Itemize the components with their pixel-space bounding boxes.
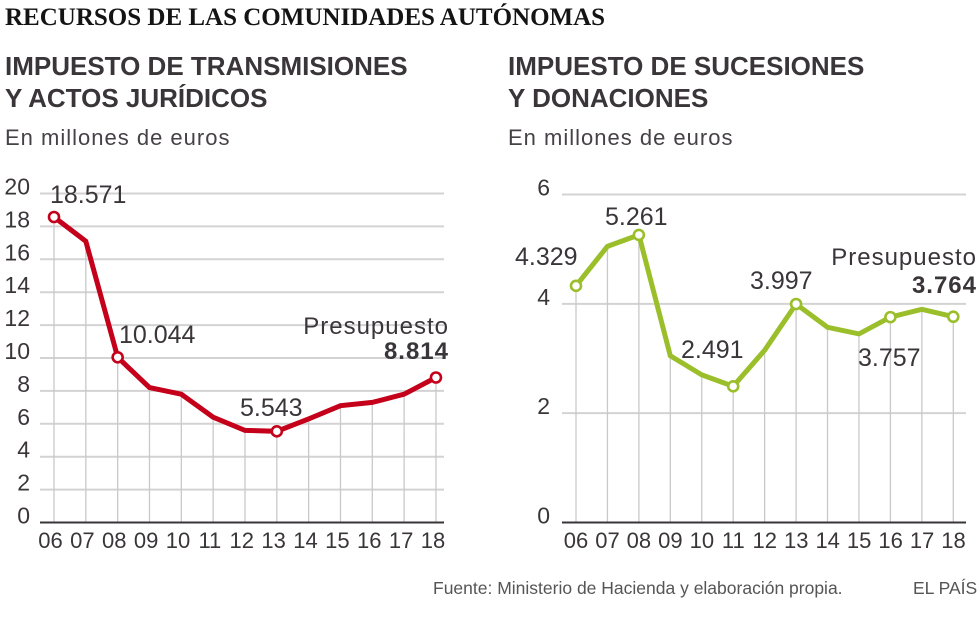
x-tick-label: 12	[230, 528, 254, 553]
x-tick-label: 07	[595, 528, 619, 553]
chart-title-sucesiones: IMPUESTO DE SUCESIONES Y DONACIONES	[508, 50, 864, 114]
data-labels: 4.329 5.261 2.491 3.997 3.757 Presupuest…	[515, 203, 977, 372]
markers	[47, 210, 443, 438]
y-tick-label: 12	[4, 305, 30, 331]
y-tick-label: 2	[537, 393, 550, 419]
data-point-marker	[946, 310, 960, 324]
chart-subtitle-units: En millones de euros	[5, 125, 231, 150]
markers	[569, 228, 960, 393]
x-tick-label: 18	[421, 528, 445, 553]
x-tick-label: 14	[815, 528, 839, 553]
x-tick-label: 17	[910, 528, 934, 553]
y-tick-label: 20	[4, 174, 30, 200]
axes: 0 2 4 6 8 10 12 14 16 18 20 06 07 08 09 10 11 12 13 14 15 16 1…	[4, 174, 445, 554]
data-point-marker	[632, 228, 646, 242]
data-label: 5.261	[605, 203, 668, 231]
y-tick-label: 4	[17, 437, 30, 463]
data-label: 3.757	[858, 344, 921, 372]
x-tick-label: 16	[878, 528, 902, 553]
budget-value-label: 3.764	[912, 272, 977, 299]
data-point-marker	[111, 350, 124, 364]
axes: 0 2 4 6 06 07 08 09 10 11 12 13 14 15 16 17 18	[537, 175, 966, 553]
data-label: 3.997	[750, 267, 813, 295]
drop-lines	[575, 234, 954, 523]
data-labels: 18.571 10.044 5.543 Presupuesto 8.814	[50, 181, 449, 422]
data-point-marker	[726, 380, 740, 393]
budget-label: Presupuesto	[831, 244, 977, 271]
x-tick-label: 07	[70, 528, 94, 553]
x-tick-label: 10	[690, 528, 714, 553]
y-tick-label: 10	[4, 338, 30, 364]
y-tick-label: 8	[17, 371, 30, 397]
y-tick-label: 16	[4, 239, 30, 265]
x-tick-label: 15	[325, 528, 349, 553]
chart-title-line: Y DONACIONES	[508, 83, 709, 113]
data-label: 10.044	[119, 321, 196, 349]
data-label: 18.571	[50, 181, 126, 209]
y-tick-label: 6	[17, 404, 30, 430]
data-point-marker	[884, 310, 897, 324]
chart-title-line: Y ACTOS JURÍDICOS	[5, 83, 268, 113]
budget-value-label: 8.814	[384, 338, 449, 365]
y-tick-label: 4	[537, 284, 550, 310]
x-tick-label: 09	[658, 528, 682, 553]
line-chart-transmisiones: 0 2 4 6 8 10 12 14 16 18 20 06 07 08 09 10 11 12 13 14 15 16 1…	[4, 174, 449, 554]
x-tick-label: 16	[357, 528, 381, 553]
x-tick-label: 14	[293, 528, 317, 553]
main-title: RECURSOS DE LAS COMUNIDADES AUTÓNOMAS	[5, 4, 606, 31]
data-label: 4.329	[515, 243, 578, 271]
source-note: Fuente: Ministerio de Hacienda y elabora…	[433, 578, 843, 598]
y-tick-label: 18	[4, 206, 30, 232]
chart-title-transmisiones: IMPUESTO DE TRANSMISIONES Y ACTOS JURÍDI…	[5, 50, 408, 114]
x-tick-label: 10	[166, 528, 190, 553]
data-point-marker	[789, 297, 803, 311]
budget-label: Presupuesto	[303, 313, 449, 340]
y-tick-label: 0	[537, 503, 550, 529]
x-tick-label: 11	[198, 528, 221, 553]
chart-subtitle-units: En millones de euros	[508, 125, 734, 150]
x-tick-label: 13	[784, 528, 808, 553]
chart-title-line: IMPUESTO DE SUCESIONES	[508, 51, 865, 81]
x-tick-label: 06	[38, 528, 62, 553]
y-tick-label: 6	[537, 175, 550, 201]
x-tick-label: 08	[627, 528, 651, 553]
x-tick-label: 15	[847, 528, 871, 553]
x-tick-label: 13	[261, 528, 285, 553]
data-point-marker	[270, 425, 284, 438]
drop-lines	[53, 217, 437, 523]
data-point-marker	[47, 210, 61, 224]
line-chart-sucesiones: 0 2 4 6 06 07 08 09 10 11 12 13 14 15 16 17 18 4.329 5.2…	[515, 175, 977, 554]
x-tick-label: 17	[389, 528, 413, 553]
brand-logo-text: EL PAÍS	[913, 578, 978, 598]
x-tick-label: 11	[722, 528, 745, 553]
x-tick-label: 08	[102, 528, 126, 553]
chart-title-line: IMPUESTO DE TRANSMISIONES	[5, 51, 408, 81]
x-tick-label: 12	[753, 528, 777, 553]
data-label: 5.543	[240, 394, 303, 422]
y-tick-label: 2	[17, 470, 30, 496]
data-label: 2.491	[681, 336, 744, 364]
gridlines	[40, 192, 444, 491]
x-tick-label: 06	[564, 528, 588, 553]
y-tick-label: 0	[17, 503, 30, 529]
x-tick-label: 09	[134, 528, 158, 553]
data-point-marker	[569, 279, 583, 293]
data-point-marker	[429, 371, 443, 384]
y-tick-label: 14	[4, 272, 30, 298]
x-tick-label: 18	[941, 528, 965, 553]
